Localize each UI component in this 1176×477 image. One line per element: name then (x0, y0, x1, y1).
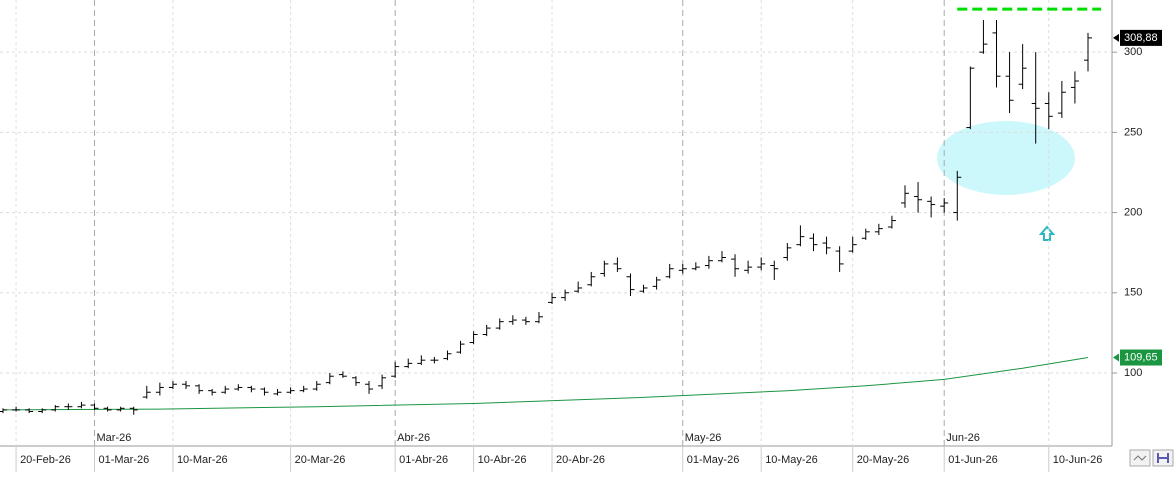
y-tick-label: 100 (1124, 367, 1142, 379)
zoom-icon (1133, 455, 1147, 461)
up-arrow (1038, 225, 1056, 241)
highlight-ellipse (937, 121, 1075, 195)
last-price-label: 308,88 (1124, 32, 1158, 44)
ma-last-label: 109,65 (1124, 351, 1158, 363)
last-price-box (1120, 29, 1162, 46)
x-tick-label: 20-Mar-26 (295, 454, 346, 466)
x-tick-label: 10-Abr-26 (478, 454, 527, 466)
ma-last-box (1120, 349, 1162, 366)
x-tick-label: 10-May-26 (765, 454, 818, 466)
month-label: Abr-26 (397, 432, 430, 444)
x-tick-label: 01-Mar-26 (99, 454, 150, 466)
grid (0, 0, 1112, 446)
x-tick-label: 01-Jun-26 (948, 454, 998, 466)
x-tick-label: 20-Feb-26 (20, 454, 71, 466)
month-label: Jun-26 (946, 432, 980, 444)
x-tick-label: 01-May-26 (687, 454, 740, 466)
x-tick-label: 01-Abr-26 (399, 454, 448, 466)
month-label: May-26 (685, 432, 722, 444)
x-tick-label: 10-Jun-26 (1053, 454, 1103, 466)
x-tick-label: 20-Abr-26 (556, 454, 605, 466)
month-label: Mar-26 (97, 432, 132, 444)
x-tick-label: 10-Mar-26 (177, 454, 228, 466)
settings-icon (1157, 453, 1169, 463)
ma-last-pointer (1113, 353, 1119, 362)
last-price-pointer (1113, 33, 1119, 42)
x-tick-label: 20-May-26 (857, 454, 910, 466)
moving-average-line (2, 357, 1089, 411)
y-tick-label: 300 (1124, 46, 1142, 58)
y-tick-label: 150 (1124, 287, 1142, 299)
y-tick-label: 200 (1124, 206, 1142, 218)
y-tick-label: 250 (1124, 126, 1142, 138)
